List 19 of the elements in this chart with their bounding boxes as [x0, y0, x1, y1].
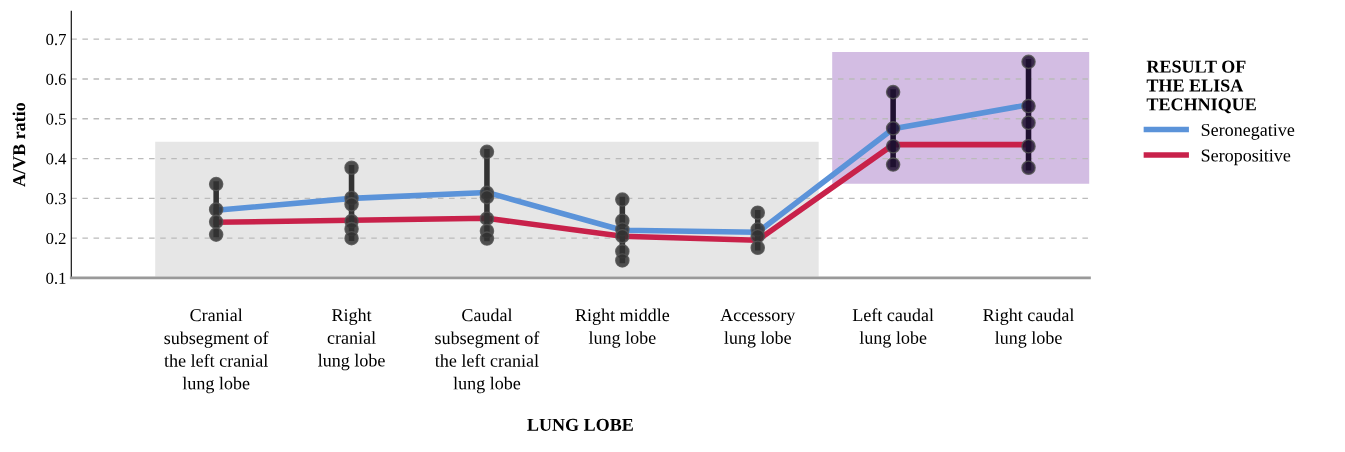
y-tick-label: 0.5: [46, 113, 66, 125]
legend-title: RESULT OF THE ELISA TECHNIQUE: [1146, 60, 1256, 114]
y-tick-label: 0.1: [46, 272, 66, 284]
y-tick-label: 0.7: [46, 33, 66, 46]
legend-label: Seropositive: [1201, 149, 1291, 166]
y-axis-title: A/VB ratio: [12, 102, 26, 187]
y-tick-label: 0.3: [46, 193, 66, 205]
x-tick-label: Caudal subsegment of the left cranial lung lobe: [434, 308, 540, 394]
y-tick-label: 0.2: [46, 232, 66, 245]
x-tick-label: Right middle lung lobe: [575, 308, 670, 348]
x-tick-label: Right caudal lung lobe: [983, 308, 1075, 348]
x-axis-title: LUNG LOBE: [527, 418, 633, 431]
x-tick-label: Left caudal lung lobe: [852, 308, 934, 348]
y-tick-label: 0.4: [46, 153, 67, 165]
legend-label: Seronegative: [1201, 123, 1295, 140]
x-tick-label: Right cranial lung lobe: [318, 308, 385, 371]
y-tick-label: 0.6: [46, 73, 66, 85]
x-tick-label: Accessory lung lobe: [720, 309, 796, 348]
x-tick-label: Cranial subsegment of the left cranial lung lobe: [164, 308, 269, 394]
